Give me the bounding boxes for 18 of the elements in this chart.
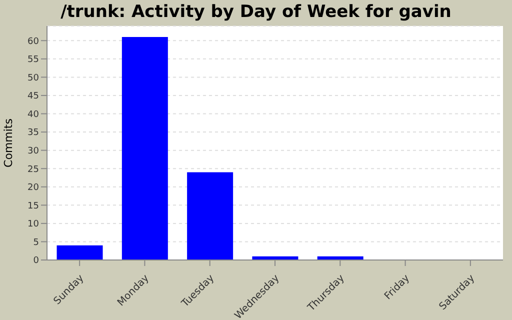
bar [56,245,103,260]
chart-title: /trunk: Activity by Day of Week for gavin [60,2,452,22]
y-tick-label: 0 [33,256,40,266]
y-tick-label: 35 [28,128,39,138]
y-tick-label: 10 [28,220,40,230]
y-axis-title: Commits [2,118,15,168]
y-tick-label: 20 [28,183,40,194]
y-tick-label: 25 [28,164,39,175]
bar [122,36,168,260]
y-tick-label: 30 [28,146,40,157]
y-tick-label: 5 [33,238,39,248]
y-tick-label: 60 [28,36,40,47]
y-tick-label: 45 [28,92,39,102]
y-tick-label: 40 [28,110,40,120]
y-tick-label: 15 [28,201,39,212]
y-tick-label: 50 [28,73,40,84]
y-tick-label: 55 [28,55,39,66]
bar [187,172,234,260]
